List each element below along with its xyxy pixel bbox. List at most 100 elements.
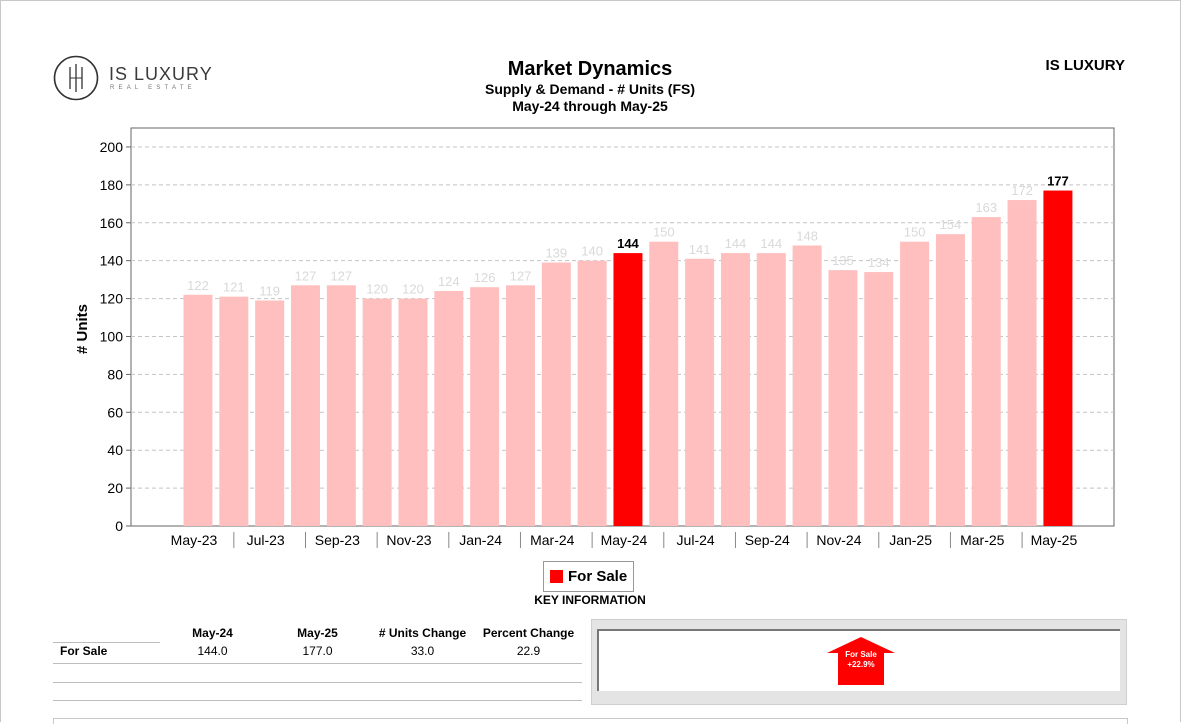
y-tick-label: 20 [107, 480, 123, 496]
y-tick-label: 200 [100, 139, 124, 155]
y-tick-label: 0 [115, 518, 123, 534]
bar [1007, 200, 1037, 526]
bar-label: 135 [832, 253, 854, 268]
bottom-panel-edge [53, 718, 1128, 724]
bar [935, 234, 965, 526]
y-tick-label: 140 [100, 253, 124, 269]
bar [326, 285, 356, 526]
bar [290, 285, 320, 526]
bar [685, 258, 715, 526]
x-tick-label: Nov-23 [386, 532, 431, 548]
chart-date-range: May-24 through May-25 [512, 98, 668, 114]
company-logo: IS LUXURY REAL ESTATE [53, 55, 228, 101]
bar [505, 285, 535, 526]
legend-swatch [550, 570, 563, 583]
bar-label: 139 [545, 246, 567, 261]
bar [1043, 190, 1073, 527]
header-units-change: # Units Change [378, 626, 467, 640]
y-axis-ticks: 0 20 40 60 80 100 120 140 160 180 200 [100, 139, 131, 534]
y-axis-label: # Units [74, 304, 91, 354]
chart-legend: For Sale [543, 561, 635, 592]
bars [183, 190, 1073, 527]
bar-label: 144 [760, 236, 782, 251]
brand-label: IS LUXURY [1045, 57, 1125, 74]
header-may-25: May-25 [297, 626, 338, 640]
x-tick-label: May-23 [171, 532, 218, 548]
bar [255, 300, 285, 526]
bar-label: 120 [366, 282, 388, 297]
bar [541, 262, 571, 526]
bar [183, 294, 213, 526]
bar-label: 124 [438, 274, 460, 289]
y-tick-label: 40 [107, 442, 123, 458]
bar [613, 253, 643, 527]
cell-may-24: 144.0 [197, 644, 228, 658]
bar-label: 144 [725, 236, 747, 251]
y-tick-label: 180 [100, 177, 124, 193]
bar-label: 163 [975, 200, 997, 215]
x-tick-label: Sep-23 [315, 532, 360, 548]
indicator-line-1: For Sale [845, 650, 877, 659]
chart-title: Market Dynamics [507, 58, 673, 80]
bar [434, 290, 464, 526]
bar [577, 260, 607, 526]
x-tick-label: May-25 [1031, 532, 1078, 548]
header-percent-change: Percent Change [482, 626, 575, 640]
bar-chart: 0 20 40 60 80 100 120 140 160 180 200 122 121 119 127… [74, 127, 1115, 548]
cell-percent-change: 22.9 [516, 644, 541, 658]
up-arrow-icon [827, 637, 895, 685]
row-label: For Sale [60, 644, 108, 658]
chart-subtitle: Supply & Demand - # Units (FS) [484, 81, 695, 97]
bar [756, 253, 786, 527]
bar [900, 241, 930, 526]
x-tick-label: Mar-25 [960, 532, 1005, 548]
table-header-row: May-24 May-25 # Units Change Percent Cha… [53, 620, 582, 640]
bar-label: 141 [689, 242, 711, 257]
x-tick-label: Sep-24 [745, 532, 790, 548]
bar-label: 144 [617, 236, 639, 251]
chart-titles: Market Dynamics Supply & Demand - # Unit… [390, 57, 790, 115]
x-tick-label: Jul-24 [677, 532, 715, 548]
bar [362, 298, 392, 526]
bar [649, 241, 679, 526]
bar-label: 150 [653, 225, 675, 240]
change-indicator-panel: For Sale +22.9% [591, 619, 1127, 705]
bar-data-labels: 122 121 119 127 127 120 120 124 126 127 139 140 144 1… [187, 174, 1069, 299]
bar-label: 127 [295, 268, 317, 283]
x-tick-label: Jan-25 [889, 532, 932, 548]
bar-label: 177 [1047, 174, 1069, 189]
logo-wordmark: IS LUXURY [109, 64, 213, 84]
bar-label: 127 [510, 268, 532, 283]
bar [971, 217, 1001, 527]
bar-label: 122 [187, 278, 209, 293]
bar-label: 154 [940, 217, 962, 232]
change-indicator-frame: For Sale +22.9% [597, 629, 1120, 691]
cell-may-25: 177.0 [302, 644, 333, 658]
bar-label: 140 [581, 244, 603, 259]
key-information-table: May-24 May-25 # Units Change Percent Cha… [53, 620, 582, 701]
bar-label: 172 [1011, 183, 1033, 198]
bar-label: 121 [223, 280, 245, 295]
bar [864, 272, 894, 526]
bar-label: 134 [868, 255, 890, 270]
x-axis-ticks: May-23 Jul-23 Sep-23 Nov-23 Jan-24 Mar-24 May-… [171, 532, 1078, 548]
x-tick-label: May-24 [601, 532, 648, 548]
bar-label: 127 [330, 268, 352, 283]
change-indicator-label: For Sale +22.9% [829, 650, 893, 670]
bar [470, 287, 500, 526]
y-tick-label: 160 [100, 215, 124, 231]
legend-label: For Sale [568, 568, 628, 585]
bar [828, 270, 858, 526]
x-tick-label: Jul-23 [247, 532, 285, 548]
bar [792, 245, 822, 526]
y-tick-label: 60 [107, 404, 123, 420]
divider [53, 642, 160, 643]
bar-label: 126 [474, 270, 496, 285]
bar [398, 298, 428, 526]
bar-label: 148 [796, 229, 818, 244]
bar-label: 120 [402, 282, 424, 297]
indicator-line-2: +22.9% [847, 660, 875, 669]
logo-mark-icon [53, 55, 99, 101]
logo-subtitle: REAL ESTATE [110, 85, 196, 91]
x-tick-label: Jan-24 [459, 532, 502, 548]
